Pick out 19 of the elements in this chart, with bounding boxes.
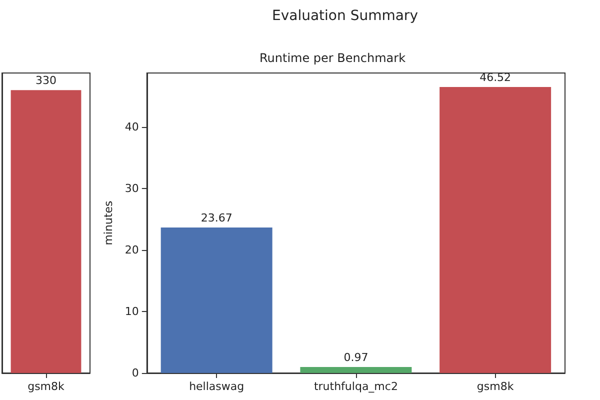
y-tick-label: 0 xyxy=(132,366,139,380)
data-label: 330 xyxy=(36,74,56,88)
data-label: 0.97 xyxy=(344,351,368,364)
y-tick-label: 10 xyxy=(124,305,139,318)
bar xyxy=(300,367,412,373)
y-tick-label: 30 xyxy=(124,182,139,196)
chart-title: Evaluation Summary xyxy=(271,8,419,24)
y-tick-label: 40 xyxy=(124,120,139,134)
bar xyxy=(440,87,552,373)
x-tick-label: truthfulqa_mc2 xyxy=(314,380,398,393)
chart-subtitle: Runtime per Benchmark xyxy=(259,51,406,65)
data-label: 46.52 xyxy=(480,71,512,84)
y-tick-label: 20 xyxy=(124,244,139,257)
data-label: 23.67 xyxy=(200,211,232,224)
x-tick-label: gsm8k xyxy=(28,380,66,393)
bar xyxy=(160,227,272,373)
x-tick-label: hellaswag xyxy=(189,380,244,393)
x-tick-label: gsm8k xyxy=(476,380,514,393)
y-axis-title: minutes xyxy=(102,200,115,246)
